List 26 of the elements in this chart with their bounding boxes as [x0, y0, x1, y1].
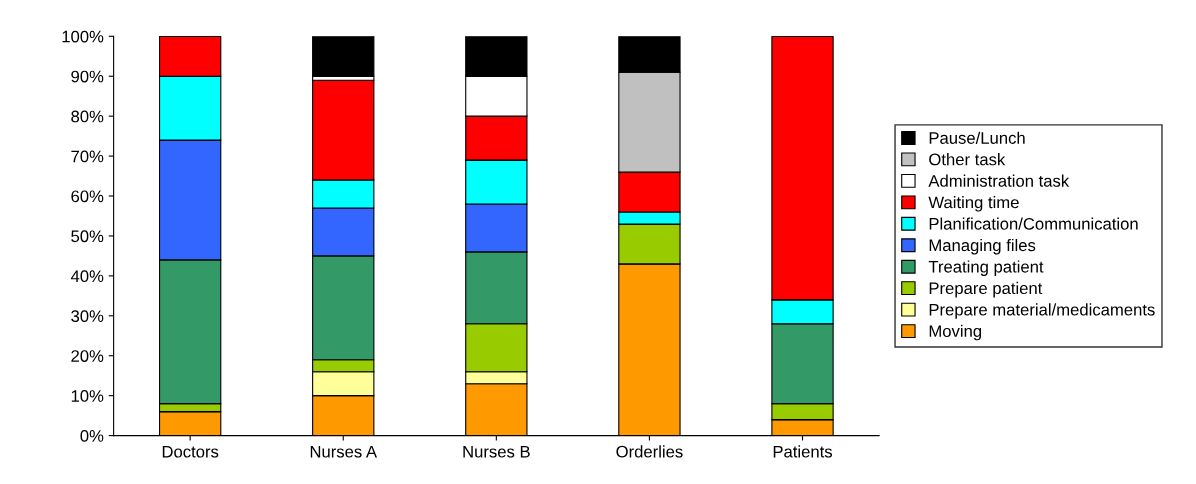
y-tick-label: 80% [71, 110, 104, 123]
y-tick-label: 30% [71, 310, 104, 323]
x-tick-label: Patients [773, 445, 833, 458]
legend-label: Waiting time [928, 196, 1019, 212]
x-tick-label: Orderlies [616, 445, 683, 458]
y-tick-label: 10% [71, 390, 104, 402]
legend-label: Pause/Lunch [929, 131, 1025, 144]
x-tick-label: Nurses A [310, 445, 378, 458]
y-tick-label: 70% [71, 150, 104, 163]
legend-label: Moving [929, 324, 982, 341]
x-tick-label: Doctors [162, 445, 219, 458]
y-tick-label: 100% [62, 30, 104, 43]
y-tick-label: 20% [71, 350, 104, 362]
legend-label: Prepare material/medicaments [929, 303, 1155, 319]
legend-label: Other task [929, 153, 1006, 166]
legend-label: Prepare patient [929, 281, 1043, 298]
legend-label: Managing files [929, 238, 1036, 255]
y-tick-label: 0% [80, 430, 104, 442]
y-tick-label: 40% [70, 270, 104, 283]
legend-label: Treating patient [928, 260, 1044, 276]
y-tick-label: 50% [71, 230, 104, 243]
y-tick-label: 90% [71, 70, 104, 83]
legend-label: Administration task [928, 174, 1070, 187]
y-tick-label: 60% [71, 190, 104, 203]
x-tick-label: Nurses B [463, 445, 530, 458]
legend-label: Planification/Communication [929, 217, 1138, 230]
